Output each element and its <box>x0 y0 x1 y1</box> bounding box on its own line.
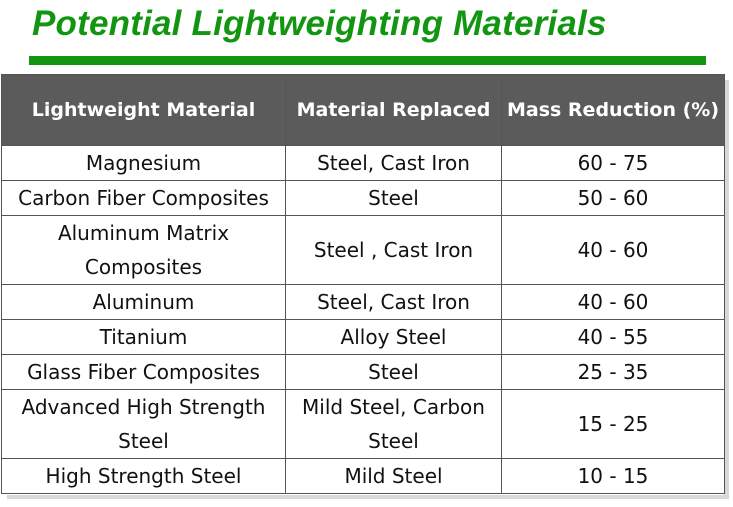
page-title: Potential Lightweighting Materials <box>32 4 607 43</box>
title-underline <box>29 56 706 65</box>
cell-reduction: 40 - 55 <box>501 319 725 355</box>
cell-material: Carbon Fiber Composites <box>1 180 286 216</box>
table-row: Titanium Alloy Steel 40 - 55 <box>1 319 725 355</box>
cell-reduction: 50 - 60 <box>501 180 725 216</box>
cell-replaced: Steel , Cast Iron <box>285 215 502 285</box>
cell-reduction: 40 - 60 <box>501 215 725 285</box>
table-row: Magnesium Steel, Cast Iron 60 - 75 <box>1 145 725 181</box>
cell-reduction: 25 - 35 <box>501 354 725 390</box>
table-row: Aluminum Steel, Cast Iron 40 - 60 <box>1 284 725 320</box>
table-row: Glass Fiber Composites Steel 25 - 35 <box>1 354 725 390</box>
table-row: Carbon Fiber Composites Steel 50 - 60 <box>1 180 725 216</box>
materials-table: Lightweight Material Material Replaced M… <box>1 74 725 494</box>
table-row: High Strength Steel Mild Steel 10 - 15 <box>1 458 725 494</box>
cell-material: Aluminum Matrix Composites <box>1 215 286 285</box>
cell-material: High Strength Steel <box>1 458 286 494</box>
table-row: Advanced High Strength Steel Mild Steel,… <box>1 389 725 459</box>
header-material-replaced: Material Replaced <box>285 74 502 146</box>
cell-replaced: Alloy Steel <box>285 319 502 355</box>
table-row: Aluminum Matrix Composites Steel , Cast … <box>1 215 725 285</box>
header-mass-reduction: Mass Reduction (%) <box>501 74 725 146</box>
cell-material: Glass Fiber Composites <box>1 354 286 390</box>
cell-replaced: Steel, Cast Iron <box>285 145 502 181</box>
cell-replaced: Mild Steel, Carbon Steel <box>285 389 502 459</box>
cell-replaced: Steel <box>285 180 502 216</box>
cell-replaced: Steel <box>285 354 502 390</box>
cell-material: Advanced High Strength Steel <box>1 389 286 459</box>
cell-reduction: 40 - 60 <box>501 284 725 320</box>
header-lightweight-material: Lightweight Material <box>1 74 286 146</box>
table-shadow-right <box>724 80 729 496</box>
cell-replaced: Mild Steel <box>285 458 502 494</box>
cell-material: Aluminum <box>1 284 286 320</box>
cell-replaced: Steel, Cast Iron <box>285 284 502 320</box>
cell-material: Magnesium <box>1 145 286 181</box>
table-shadow-bottom <box>7 495 729 499</box>
cell-reduction: 15 - 25 <box>501 389 725 459</box>
table-header-row: Lightweight Material Material Replaced M… <box>1 74 725 146</box>
cell-reduction: 60 - 75 <box>501 145 725 181</box>
cell-reduction: 10 - 15 <box>501 458 725 494</box>
cell-material: Titanium <box>1 319 286 355</box>
